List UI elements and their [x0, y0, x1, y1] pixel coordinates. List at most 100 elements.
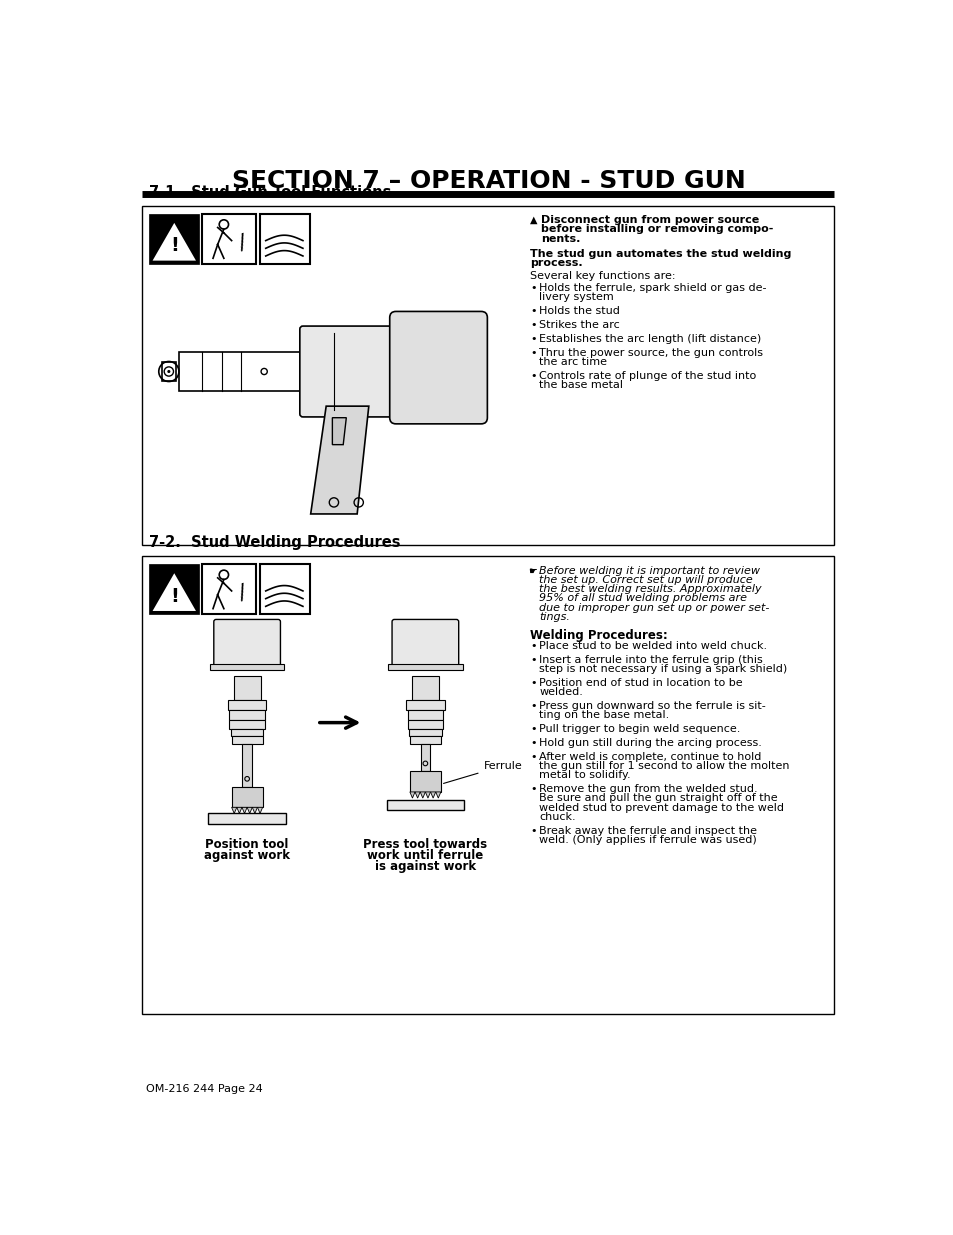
Text: ☛: ☛ [528, 566, 537, 576]
Text: Place stud to be welded into weld chuck.: Place stud to be welded into weld chuck. [538, 641, 766, 651]
Bar [229, 720, 265, 729]
Bar [142, 556, 833, 1014]
Text: Ferrule: Ferrule [443, 761, 521, 783]
Text: •: • [530, 724, 536, 734]
Bar [210, 664, 284, 671]
Bar [386, 799, 464, 810]
Bar [259, 214, 310, 264]
Text: •: • [530, 333, 536, 343]
Bar [420, 745, 430, 771]
Text: Press tool towards: Press tool towards [363, 839, 487, 851]
Text: Position end of stud in location to be: Position end of stud in location to be [538, 678, 742, 688]
Text: Holds the stud: Holds the stud [538, 306, 619, 316]
Text: welded.: welded. [538, 687, 582, 698]
Text: SECTION 7 – OPERATION - STUD GUN: SECTION 7 – OPERATION - STUD GUN [232, 168, 745, 193]
Polygon shape [152, 222, 195, 261]
Bar [179, 352, 303, 390]
Text: Press gun downward so the ferrule is sit-: Press gun downward so the ferrule is sit… [538, 701, 765, 711]
Bar [406, 699, 444, 710]
Text: The stud gun automates the stud welding: The stud gun automates the stud welding [530, 249, 791, 259]
Text: ting on the base metal.: ting on the base metal. [538, 710, 669, 720]
Text: /: / [236, 583, 249, 604]
Bar [142, 206, 833, 545]
Text: the best welding results. Approximately: the best welding results. Approximately [538, 584, 761, 594]
Text: livery system: livery system [538, 293, 614, 303]
Polygon shape [257, 808, 262, 814]
Bar [407, 720, 443, 729]
Text: Thru the power source, the gun controls: Thru the power source, the gun controls [538, 347, 762, 358]
Text: •: • [530, 306, 536, 316]
Polygon shape [311, 406, 369, 514]
FancyBboxPatch shape [392, 620, 458, 667]
Polygon shape [236, 808, 242, 814]
Text: 7-2.  Stud Welding Procedures: 7-2. Stud Welding Procedures [149, 535, 399, 550]
Bar [202, 564, 256, 614]
Text: 7-1.  Stud Gun Tool Functions: 7-1. Stud Gun Tool Functions [149, 185, 391, 200]
Polygon shape [436, 792, 440, 798]
Polygon shape [419, 792, 425, 798]
Text: due to improper gun set up or power set-: due to improper gun set up or power set- [538, 603, 769, 613]
Text: •: • [530, 739, 536, 748]
Text: tings.: tings. [538, 611, 570, 621]
Text: Pull trigger to begin weld sequence.: Pull trigger to begin weld sequence. [538, 724, 740, 734]
Circle shape [167, 370, 171, 373]
Bar [412, 677, 439, 699]
Text: ▲: ▲ [530, 215, 537, 225]
Text: After weld is complete, continue to hold: After weld is complete, continue to hold [538, 752, 760, 762]
Text: Controls rate of plunge of the stud into: Controls rate of plunge of the stud into [538, 370, 756, 380]
FancyBboxPatch shape [213, 620, 280, 667]
Text: against work: against work [204, 848, 290, 862]
Bar [259, 564, 310, 614]
Text: Remove the gun from the welded stud.: Remove the gun from the welded stud. [538, 784, 757, 794]
Polygon shape [152, 573, 195, 611]
Polygon shape [425, 792, 430, 798]
Bar [388, 664, 462, 671]
Text: Hold gun still during the arcing process.: Hold gun still during the arcing process… [538, 739, 761, 748]
Bar [162, 362, 175, 380]
Text: Establishes the arc length (lift distance): Establishes the arc length (lift distanc… [538, 333, 760, 343]
Text: Holds the ferrule, spark shield or gas de-: Holds the ferrule, spark shield or gas d… [538, 283, 766, 293]
Polygon shape [410, 792, 415, 798]
Text: •: • [530, 347, 536, 358]
Bar [228, 699, 266, 710]
Bar [231, 729, 263, 736]
Text: Insert a ferrule into the ferrule grip (this: Insert a ferrule into the ferrule grip (… [538, 655, 762, 664]
Bar [232, 736, 262, 745]
Text: 95% of all stud welding problems are: 95% of all stud welding problems are [538, 593, 746, 603]
Polygon shape [232, 808, 236, 814]
Bar [208, 814, 286, 824]
Text: •: • [530, 752, 536, 762]
Polygon shape [247, 808, 252, 814]
Text: !: ! [170, 236, 178, 256]
Text: welded stud to prevent damage to the weld: welded stud to prevent damage to the wel… [538, 803, 783, 813]
Bar [409, 729, 441, 736]
Text: !: ! [170, 587, 178, 606]
Text: •: • [530, 678, 536, 688]
FancyBboxPatch shape [299, 326, 406, 417]
Text: process.: process. [530, 258, 582, 268]
Bar [242, 745, 252, 787]
Text: •: • [530, 320, 536, 330]
Text: Welding Procedures:: Welding Procedures: [530, 629, 667, 642]
Bar [233, 677, 261, 699]
Text: Before welding it is important to review: Before welding it is important to review [538, 566, 760, 576]
Text: OM-216 244 Page 24: OM-216 244 Page 24 [146, 1084, 263, 1094]
Text: •: • [530, 826, 536, 836]
Polygon shape [415, 792, 419, 798]
Text: step is not necessary if using a spark shield): step is not necessary if using a spark s… [538, 664, 787, 674]
Bar [149, 564, 199, 614]
Text: the base metal: the base metal [538, 380, 622, 390]
Text: •: • [530, 655, 536, 664]
Bar [202, 214, 256, 264]
Text: •: • [530, 370, 536, 380]
Text: nents.: nents. [540, 233, 579, 243]
Text: Position tool: Position tool [205, 839, 289, 851]
Bar [410, 771, 440, 792]
Text: before installing or removing compo-: before installing or removing compo- [540, 225, 773, 235]
Bar [407, 710, 443, 720]
Text: •: • [530, 701, 536, 711]
Text: work until ferrule: work until ferrule [367, 848, 483, 862]
Text: weld. (Only applies if ferrule was used): weld. (Only applies if ferrule was used) [538, 835, 757, 845]
Polygon shape [242, 808, 247, 814]
Polygon shape [252, 808, 257, 814]
